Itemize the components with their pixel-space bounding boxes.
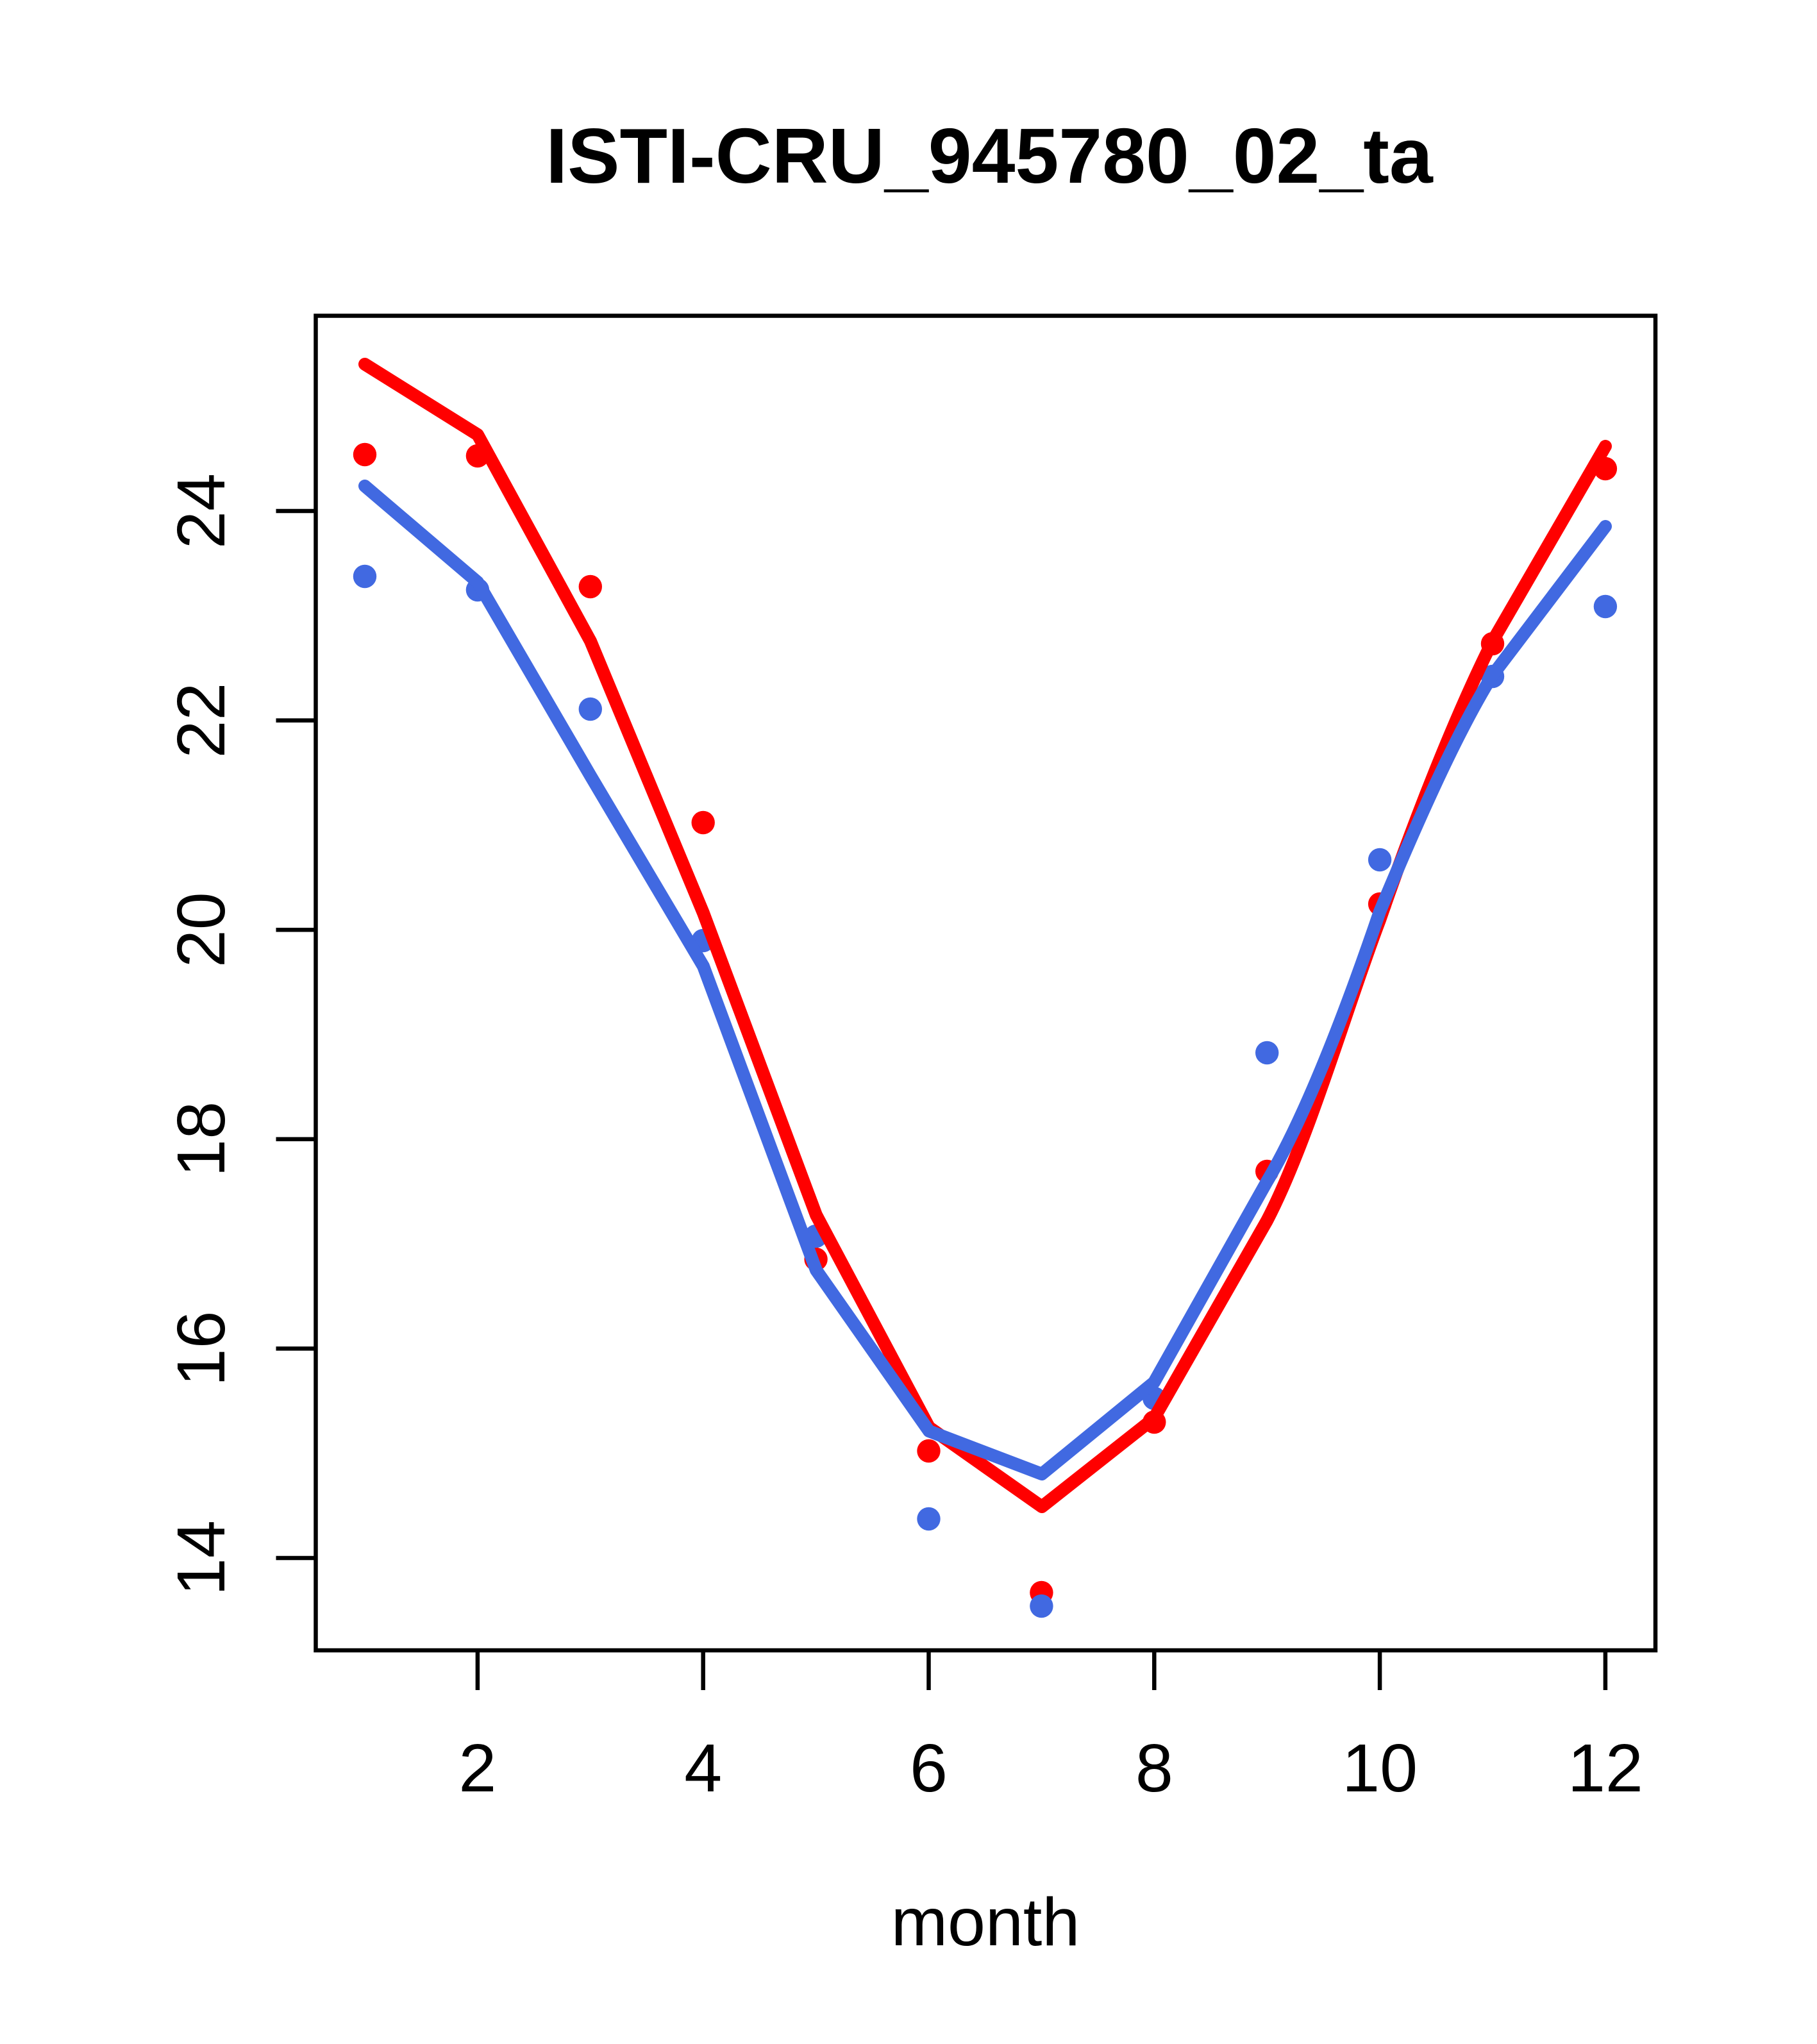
svg-text:ISTI-CRU_945780_02_ta: ISTI-CRU_945780_02_ta	[546, 112, 1434, 199]
svg-text:10: 10	[1342, 1730, 1418, 1806]
svg-text:2: 2	[458, 1730, 496, 1806]
svg-text:24: 24	[163, 473, 239, 549]
svg-text:8: 8	[1135, 1730, 1173, 1806]
svg-text:22: 22	[163, 683, 239, 758]
svg-text:16: 16	[163, 1311, 239, 1386]
svg-text:6: 6	[910, 1730, 948, 1806]
svg-text:month: month	[891, 1884, 1080, 1960]
svg-text:4: 4	[684, 1730, 722, 1806]
svg-text:12: 12	[1568, 1730, 1643, 1806]
svg-text:20: 20	[163, 892, 239, 968]
svg-text:14: 14	[163, 1520, 239, 1596]
svg-text:18: 18	[163, 1102, 239, 1177]
